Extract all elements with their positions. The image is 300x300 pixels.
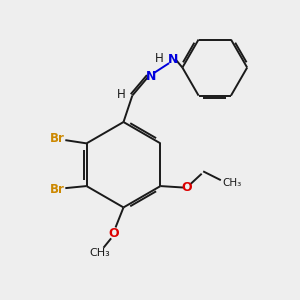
Text: CH₃: CH₃ [222,178,242,188]
Text: Br: Br [50,182,64,196]
Text: O: O [108,227,119,240]
Text: Br: Br [50,133,64,146]
Text: N: N [168,53,178,66]
Text: N: N [146,70,157,83]
Text: H: H [117,88,125,100]
Text: H: H [155,52,164,65]
Text: O: O [182,181,192,194]
Text: CH₃: CH₃ [90,248,110,258]
